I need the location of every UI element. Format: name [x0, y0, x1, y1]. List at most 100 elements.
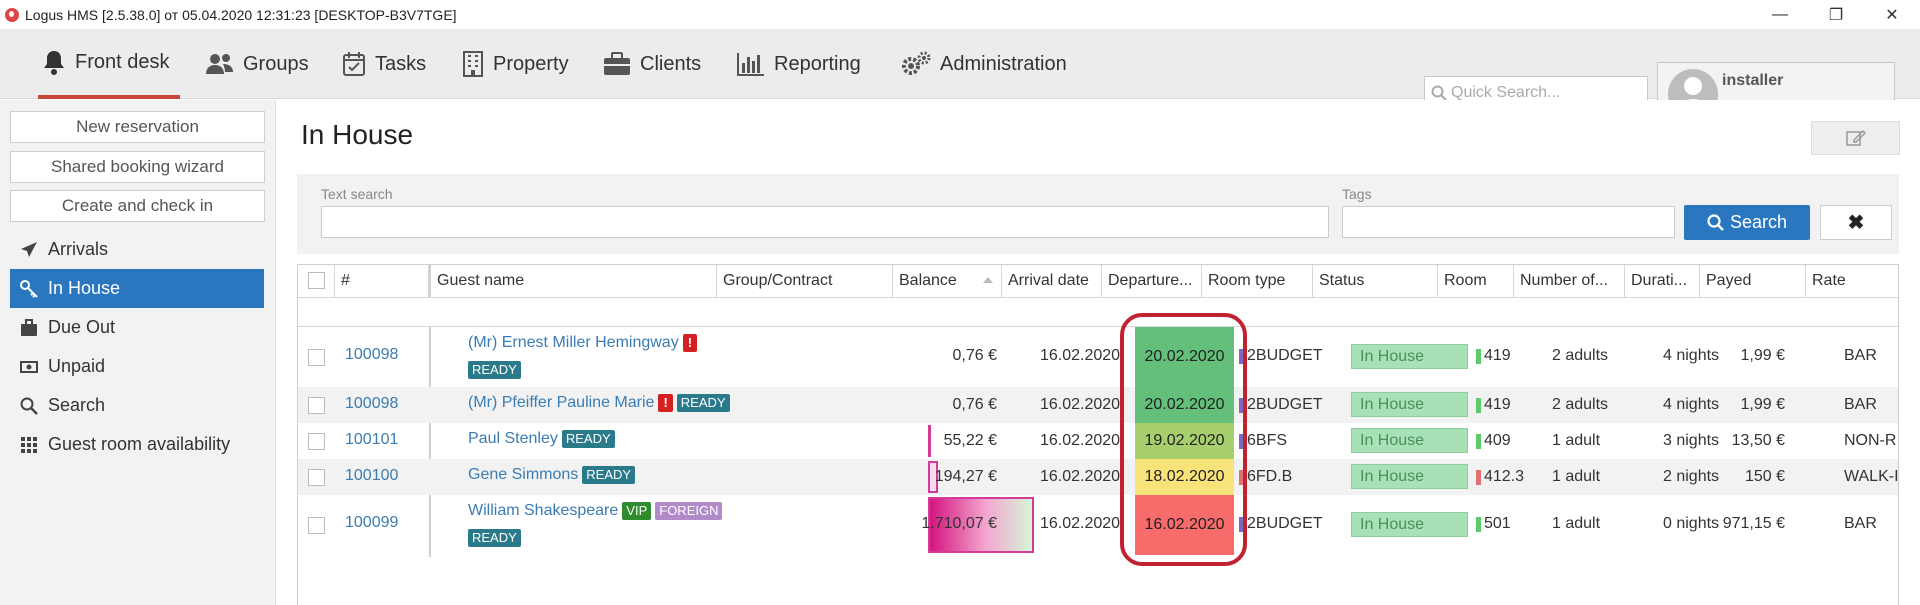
new-reservation-button[interactable]: New reservation: [10, 111, 265, 143]
table-row[interactable]: 100098 (Mr) Pfeiffer Pauline Marie ! REA…: [298, 387, 1898, 423]
menu-administration[interactable]: Administration: [901, 29, 1067, 99]
balance-value: 1.710,07 €: [921, 515, 997, 532]
sidebar-item-label: Unpaid: [48, 356, 106, 376]
select-all-header: [298, 265, 335, 297]
column-header[interactable]: Room type: [1202, 265, 1313, 297]
column-header[interactable]: Arrival date: [1002, 265, 1102, 297]
guest-name-link[interactable]: Gene Simmons: [468, 466, 579, 483]
table-row[interactable]: 100100 Gene Simmons READY 194,27 € 16.02…: [298, 459, 1899, 495]
guest-name-link[interactable]: William Shakespeare: [468, 502, 619, 519]
users-icon: [206, 54, 233, 74]
row-checkbox[interactable]: [308, 397, 325, 414]
rate-code: BAR: [1844, 347, 1877, 364]
sidebar-item-in-house[interactable]: In House: [10, 269, 264, 308]
guest-count: 2 adults: [1552, 396, 1609, 413]
room-status-marker: [1476, 349, 1481, 364]
column-header-label: Balance: [899, 272, 957, 289]
tags-input[interactable]: [1342, 206, 1675, 238]
guest-name-cell: William Shakespeare VIP FOREIGN: [468, 502, 723, 520]
column-header[interactable]: Group/Contract: [717, 265, 893, 297]
ready-tag-cell: READY: [464, 361, 521, 379]
sidebar-item-unpaid[interactable]: Unpaid: [10, 347, 264, 386]
search-button-label: Search: [1729, 212, 1788, 232]
search-button[interactable]: Search: [1684, 205, 1810, 240]
payed-amount: 1,99 €: [1740, 347, 1785, 364]
sidebar-item-label: Due Out: [48, 317, 116, 337]
guest-name-link[interactable]: Paul Stenley: [468, 430, 558, 447]
duration: 0 nights: [1663, 515, 1720, 532]
sidebar-item-due-out[interactable]: Due Out: [10, 308, 264, 347]
menu-groups[interactable]: Groups: [206, 29, 309, 99]
reservation-number-link[interactable]: 100098: [345, 346, 399, 363]
departure-date-cell: 18.02.2020: [1135, 459, 1234, 495]
column-header[interactable]: Number of...: [1514, 265, 1625, 297]
money-icon: [20, 360, 38, 373]
departure-date-cell: 16.02.2020: [1135, 495, 1234, 555]
table-row[interactable]: 100101 Paul Stenley READY 55,22 € 16.02.…: [298, 423, 1898, 459]
status-badge: In House: [1351, 344, 1468, 369]
create-and-check-in-button[interactable]: Create and check in: [10, 190, 265, 222]
filter-row-divider: [298, 326, 1898, 327]
column-header-balance[interactable]: Balance: [893, 265, 1002, 297]
guest-name-link[interactable]: (Mr) Pfeiffer Pauline Marie: [468, 394, 655, 411]
balance-bar: [928, 461, 938, 493]
column-header[interactable]: Durati...: [1625, 265, 1700, 297]
column-header[interactable]: Room: [1438, 265, 1514, 297]
alert-tag: !: [658, 394, 673, 412]
room-number: 501: [1484, 515, 1511, 532]
sidebar: New reservation Shared booking wizard Cr…: [0, 100, 276, 605]
text-search-label: Text search: [321, 186, 393, 202]
column-header[interactable]: Status: [1313, 265, 1438, 297]
menu-reporting[interactable]: Reporting: [737, 29, 861, 99]
table-row[interactable]: 100098 (Mr) Ernest Miller Hemingway ! RE…: [298, 327, 1898, 387]
sidebar-item-label: Arrivals: [48, 239, 109, 259]
column-header[interactable]: #: [335, 265, 429, 297]
select-all-checkbox[interactable]: [308, 272, 325, 289]
clear-filters-button[interactable]: ✖: [1820, 205, 1892, 240]
column-header[interactable]: Payed: [1700, 265, 1806, 297]
menu-front-desk[interactable]: Front desk: [38, 29, 180, 99]
search-icon: [20, 397, 38, 415]
sort-ascending-icon: [983, 277, 993, 283]
menu-property-label: Property: [493, 52, 569, 75]
reservation-number-link[interactable]: 100101: [345, 431, 399, 448]
calendar-check-icon: [343, 52, 365, 76]
maximize-button[interactable]: ❐: [1828, 6, 1844, 24]
room-type: 2BUDGET: [1247, 347, 1323, 364]
duration: 3 nights: [1663, 432, 1720, 449]
sidebar-item-guest-room-availability[interactable]: Guest room availability: [10, 425, 264, 464]
room-type-color-marker: [1239, 349, 1245, 364]
room-type: 2BUDGET: [1247, 515, 1323, 532]
payed-amount: 13,50 €: [1731, 432, 1785, 449]
edit-button[interactable]: [1811, 121, 1900, 155]
reservation-number-link[interactable]: 100099: [345, 514, 399, 531]
room-number: 419: [1484, 396, 1511, 413]
departure-date-cell: 19.02.2020: [1135, 423, 1234, 459]
sidebar-item-arrivals[interactable]: Arrivals: [10, 230, 264, 269]
close-window-button[interactable]: ✕: [1885, 6, 1899, 24]
menu-property[interactable]: Property: [462, 29, 569, 99]
rate-code: WALK-I: [1844, 468, 1899, 485]
guest-name-link[interactable]: (Mr) Ernest Miller Hemingway: [468, 334, 679, 351]
menu-tasks[interactable]: Tasks: [342, 29, 426, 99]
reservation-number-link[interactable]: 100100: [345, 467, 399, 484]
row-checkbox[interactable]: [308, 349, 325, 366]
menu-clients[interactable]: Clients: [603, 29, 701, 99]
table-row[interactable]: 100099 William Shakespeare VIP FOREIGN R…: [298, 495, 1898, 555]
row-checkbox[interactable]: [308, 433, 325, 450]
column-header[interactable]: Guest name: [429, 265, 717, 297]
arrival-date: 16.02.2020: [1040, 432, 1121, 449]
text-search-input[interactable]: [321, 206, 1329, 238]
row-checkbox[interactable]: [308, 517, 325, 534]
search-icon: [1707, 214, 1724, 231]
column-header[interactable]: Rate: [1812, 272, 1846, 289]
minimize-button[interactable]: —: [1772, 5, 1788, 23]
shared-booking-wizard-button[interactable]: Shared booking wizard: [10, 151, 265, 183]
reservation-number-link[interactable]: 100098: [345, 395, 399, 412]
column-header[interactable]: Departure...: [1102, 265, 1202, 297]
balance-value: 0,76 €: [952, 347, 997, 364]
sidebar-item-search[interactable]: Search: [10, 386, 264, 425]
row-checkbox[interactable]: [308, 469, 325, 486]
guest-name-cell: Gene Simmons READY: [468, 466, 636, 484]
sidebar-item-label: Guest room availability: [48, 434, 231, 454]
